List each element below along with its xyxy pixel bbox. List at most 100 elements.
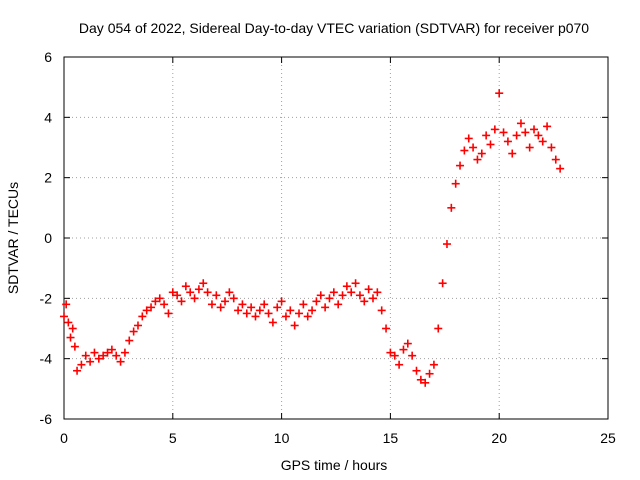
chart-title: Day 054 of 2022, Sidereal Day-to-day VTE… xyxy=(79,20,589,36)
data-point xyxy=(70,342,79,351)
data-point xyxy=(94,354,103,363)
data-point xyxy=(438,279,447,288)
data-point xyxy=(382,324,391,333)
data-point xyxy=(68,324,77,333)
data-point xyxy=(181,282,190,291)
data-point xyxy=(286,306,295,315)
data-point xyxy=(512,131,521,140)
data-point xyxy=(194,285,203,294)
data-point xyxy=(120,348,129,357)
data-point xyxy=(364,285,373,294)
data-point xyxy=(399,345,408,354)
data-point xyxy=(403,339,412,348)
y-tick-label: -4 xyxy=(40,351,53,367)
data-point xyxy=(312,297,321,306)
data-point xyxy=(538,137,547,146)
data-point xyxy=(534,131,543,140)
data-point xyxy=(456,161,465,170)
data-point xyxy=(434,324,443,333)
data-point xyxy=(247,303,256,312)
data-point xyxy=(273,303,282,312)
data-point xyxy=(495,89,504,98)
data-point xyxy=(86,357,95,366)
data-point xyxy=(373,288,382,297)
data-point xyxy=(290,321,299,330)
data-point xyxy=(421,378,430,387)
data-point xyxy=(547,143,556,152)
data-point xyxy=(203,288,212,297)
y-tick-label: 6 xyxy=(44,49,52,65)
data-point xyxy=(338,291,347,300)
data-point xyxy=(147,303,156,312)
data-point xyxy=(221,297,230,306)
data-point xyxy=(321,303,330,312)
data-point xyxy=(81,351,90,360)
data-point xyxy=(412,366,421,375)
data-point xyxy=(442,240,451,249)
data-point xyxy=(151,297,160,306)
y-tick-label: -2 xyxy=(40,290,53,306)
data-point xyxy=(308,306,317,315)
data-point xyxy=(469,143,478,152)
data-point xyxy=(99,351,108,360)
data-point xyxy=(238,300,247,309)
data-point xyxy=(177,297,186,306)
axis-ticks xyxy=(63,56,609,420)
data-point xyxy=(386,348,395,357)
y-axis-label: SDTVAR / TECUs xyxy=(5,182,21,294)
data-point xyxy=(425,369,434,378)
x-tick-label: 5 xyxy=(169,430,177,446)
data-point xyxy=(295,309,304,318)
data-point xyxy=(264,309,273,318)
data-point xyxy=(212,291,221,300)
data-point xyxy=(207,300,216,309)
data-point xyxy=(521,128,530,137)
data-point xyxy=(255,306,264,315)
data-point xyxy=(316,291,325,300)
data-point xyxy=(299,300,308,309)
data-point xyxy=(486,140,495,149)
data-point xyxy=(234,306,243,315)
data-point xyxy=(116,357,125,366)
data-point xyxy=(503,137,512,146)
data-point xyxy=(551,155,560,164)
data-point xyxy=(464,134,473,143)
data-point xyxy=(199,279,208,288)
data-point xyxy=(329,288,338,297)
data-point xyxy=(281,312,290,321)
x-tick-label: 20 xyxy=(491,430,507,446)
data-point xyxy=(90,348,99,357)
x-tick-label: 15 xyxy=(383,430,399,446)
data-point xyxy=(107,345,116,354)
data-point xyxy=(160,300,169,309)
data-point xyxy=(73,366,82,375)
data-point xyxy=(138,312,147,321)
data-point xyxy=(525,143,534,152)
data-point xyxy=(334,300,343,309)
data-point xyxy=(530,125,539,134)
x-tick-labels: 0 5 10 15 20 25 xyxy=(60,430,616,446)
y-tick-label: 0 xyxy=(44,230,52,246)
data-point xyxy=(429,360,438,369)
data-point xyxy=(142,306,151,315)
data-point xyxy=(62,300,71,309)
data-point xyxy=(125,336,134,345)
data-point xyxy=(251,312,260,321)
data-point xyxy=(451,179,460,188)
data-point xyxy=(490,125,499,134)
y-tick-label: 2 xyxy=(44,170,52,186)
data-point xyxy=(325,294,334,303)
data-point xyxy=(482,131,491,140)
data-point xyxy=(460,146,469,155)
data-point xyxy=(229,294,238,303)
data-point xyxy=(556,164,565,173)
data-point xyxy=(473,155,482,164)
data-point xyxy=(508,149,517,158)
data-point xyxy=(60,312,68,321)
data-point xyxy=(168,288,177,297)
data-point xyxy=(260,300,269,309)
data-point xyxy=(377,306,386,315)
data-point xyxy=(416,375,425,384)
data-point xyxy=(499,128,508,137)
